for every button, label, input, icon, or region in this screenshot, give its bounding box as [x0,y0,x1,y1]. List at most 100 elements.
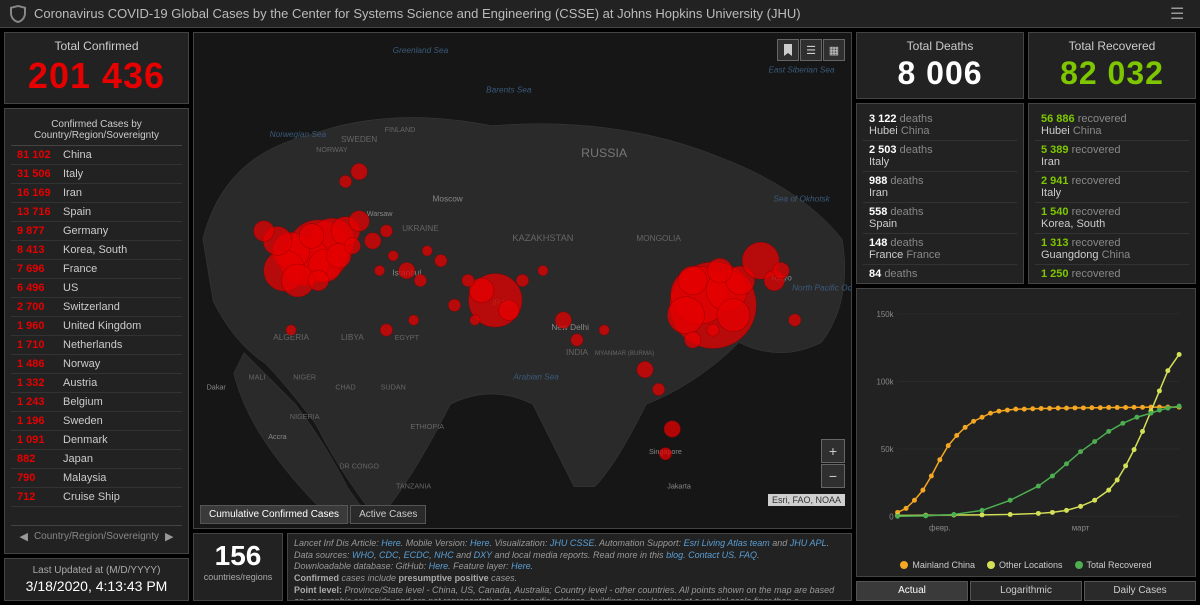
chart-tab[interactable]: Logarithmic [970,581,1082,601]
svg-text:MYANMAR (BURMA): MYANMAR (BURMA) [595,350,654,357]
total-deaths-label: Total Deaths [863,39,1017,53]
list-item[interactable]: 1 710Netherlands [11,336,182,355]
svg-text:Jakarta: Jakarta [667,481,691,490]
svg-text:0: 0 [889,512,894,521]
list-item[interactable]: 56 886 recoveredHubei China [1035,110,1189,141]
map-tab[interactable]: Cumulative Confirmed Cases [200,505,348,524]
legend-item: Other Locations [987,560,1063,570]
jhu-shield-icon [10,6,26,22]
chevron-left-icon[interactable]: ◀ [19,530,27,543]
list-item[interactable]: 81 102China [11,146,182,165]
svg-text:INDIA: INDIA [566,348,589,357]
map-attribution: Esri, FAO, NOAA [768,494,845,506]
total-confirmed-label: Total Confirmed [11,39,182,53]
basemap-icon[interactable]: ▦ [823,39,845,61]
list-item[interactable]: 2 503 deathsItaly [863,141,1017,172]
list-item[interactable]: 1 486Norway [11,355,182,374]
list-item[interactable]: 5 389 recoveredIran [1035,141,1189,172]
svg-text:UKRAINE: UKRAINE [402,224,439,233]
list-item[interactable]: 148 deathsFrance France [863,234,1017,265]
total-confirmed-value: 201 436 [11,55,182,97]
map-top-controls: ☰ ▦ [777,39,845,61]
svg-text:NIGERIA: NIGERIA [290,412,320,421]
chart-tabs: ActualLogarithmicDaily Cases [856,581,1196,601]
regions-panel: 156 countries/regions [193,533,283,601]
svg-text:North Pacific Ocean: North Pacific Ocean [792,283,851,292]
list-item[interactable]: 1 540 recoveredKorea, South [1035,203,1189,234]
list-item[interactable]: 558 deathsSpain [863,203,1017,234]
svg-text:CHAD: CHAD [335,382,355,391]
svg-text:Moscow: Moscow [432,194,462,203]
svg-text:Arabian Sea: Arabian Sea [512,373,559,382]
list-item[interactable]: 16 169Iran [11,184,182,203]
last-updated-time: 3/18/2020, 4:13:43 PM [11,578,182,594]
list-item[interactable]: 7 696France [11,260,182,279]
deaths-list-body[interactable]: 3 122 deathsHubei China2 503 deathsItaly… [863,110,1017,277]
list-item[interactable]: 1 313 recoveredGuangdong China [1035,234,1189,265]
confirmed-list-title: Confirmed Cases by Country/Region/Sovere… [11,115,182,146]
total-deaths-panel: Total Deaths 8 006 [856,32,1024,99]
legend-icon[interactable]: ☰ [800,39,822,61]
deaths-list-panel: 3 122 deathsHubei China2 503 deathsItaly… [856,103,1024,284]
svg-text:февр.: февр. [929,523,951,532]
zoom-in-button[interactable]: + [821,439,845,463]
svg-text:EGYPT: EGYPT [395,333,420,342]
map-panel[interactable]: Greenland SeaNorwegian SeaBarents SeaEas… [193,32,852,529]
list-item[interactable]: 1 243Belgium [11,393,182,412]
svg-text:SWEDEN: SWEDEN [341,135,377,144]
legend-item: Total Recovered [1075,560,1152,570]
list-item[interactable]: 13 716Spain [11,203,182,222]
bookmark-icon[interactable] [777,39,799,61]
time-series-chart: 150k100k50k0февр.март [863,295,1189,570]
menu-icon[interactable]: ☰ [1170,4,1190,24]
list-item[interactable]: 8 413Korea, South [11,241,182,260]
list-item[interactable]: 6 496US [11,279,182,298]
legend-item: Mainland China [900,560,975,570]
zoom-out-button[interactable]: − [821,464,845,488]
regions-count: 156 [200,540,276,572]
recovered-list-body[interactable]: 56 886 recoveredHubei China5 389 recover… [1035,110,1189,277]
svg-text:50k: 50k [881,445,894,454]
svg-text:Dakar: Dakar [207,382,227,391]
list-item[interactable]: 2 700Switzerland [11,298,182,317]
map-tabs: Cumulative Confirmed CasesActive Cases [200,505,426,524]
list-item[interactable]: 1 960United Kingdom [11,317,182,336]
list-item[interactable]: 1 250 recoveredHenan China [1035,265,1189,277]
list-foot-label: Country/Region/Sovereignty [34,531,159,542]
list-item[interactable]: 790Malaysia [11,469,182,488]
svg-text:DR CONGO: DR CONGO [339,462,379,471]
list-item[interactable]: 712Cruise Ship [11,488,182,507]
chart-tab[interactable]: Daily Cases [1084,581,1196,601]
list-item[interactable]: 9 877Germany [11,222,182,241]
svg-text:FINLAND: FINLAND [385,125,416,134]
list-item[interactable]: 1 091Denmark [11,431,182,450]
list-item[interactable]: 3 122 deathsHubei China [863,110,1017,141]
list-item[interactable]: 31 506Italy [11,165,182,184]
chevron-right-icon[interactable]: ▶ [165,530,173,543]
svg-text:SUDAN: SUDAN [381,382,406,391]
confirmed-list-body[interactable]: 81 102China31 506Italy16 169Iran13 716Sp… [11,146,182,525]
page-title: Coronavirus COVID-19 Global Cases by the… [34,6,1162,21]
svg-text:TANZANIA: TANZANIA [396,481,431,490]
svg-text:150k: 150k [876,310,893,319]
last-updated-label: Last Updated at (M/D/YYYY) [11,565,182,576]
svg-text:Sea of Okhotsk: Sea of Okhotsk [773,194,830,203]
svg-text:Greenland Sea: Greenland Sea [393,46,449,55]
svg-text:100k: 100k [876,377,893,386]
map-zoom-controls: + − [821,439,845,488]
list-item[interactable]: 1 196Sweden [11,412,182,431]
chart-legend: Mainland China Other Locations Total Recov… [857,560,1195,570]
list-item[interactable]: 1 332Austria [11,374,182,393]
total-confirmed-panel: Total Confirmed 201 436 [4,32,189,104]
list-item[interactable]: 882Japan [11,450,182,469]
map-tab[interactable]: Active Cases [350,505,426,524]
list-item[interactable]: 84 deathsKorea, South [863,265,1017,277]
confirmed-list-footer: ◀ Country/Region/Sovereignty ▶ [11,525,182,547]
svg-text:RUSSIA: RUSSIA [581,146,628,160]
svg-text:MALI: MALI [249,373,266,382]
list-item[interactable]: 988 deathsIran [863,172,1017,203]
regions-label: countries/regions [200,572,276,582]
svg-text:NORWAY: NORWAY [316,145,348,154]
chart-tab[interactable]: Actual [856,581,968,601]
list-item[interactable]: 2 941 recoveredItaly [1035,172,1189,203]
